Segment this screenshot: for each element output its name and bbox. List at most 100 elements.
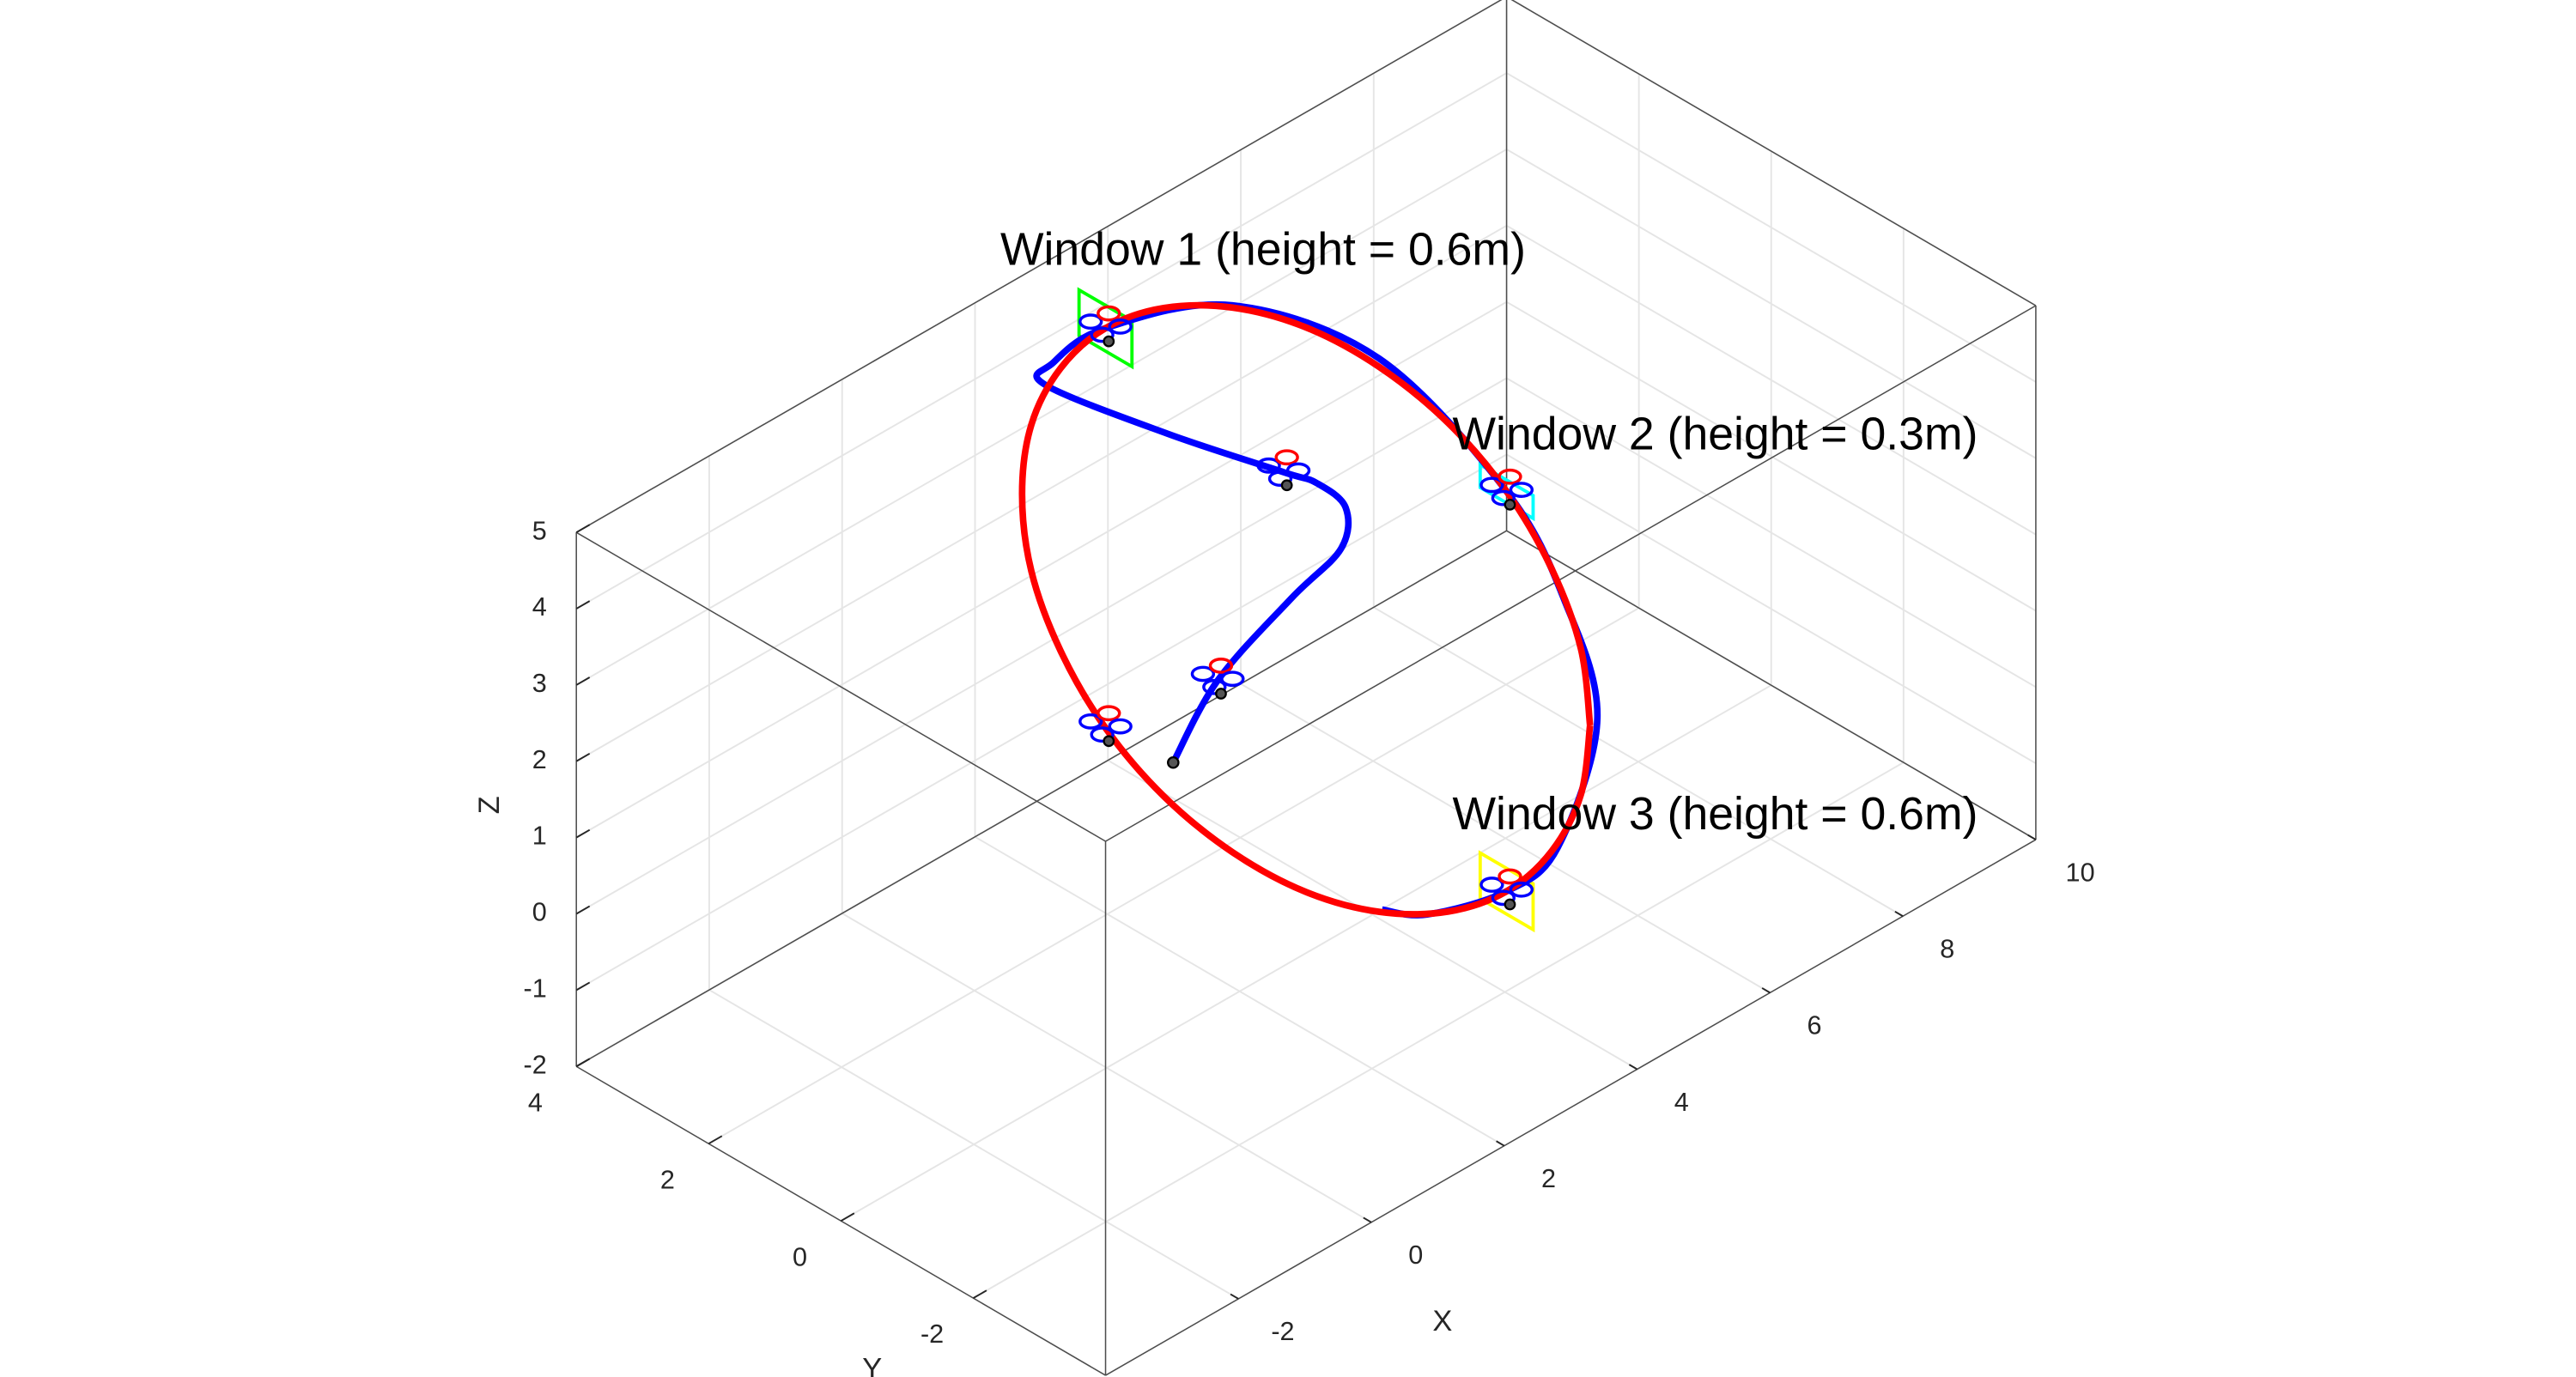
rotor xyxy=(1190,665,1216,682)
window xyxy=(1478,850,1535,933)
window xyxy=(1478,461,1535,522)
box-edge xyxy=(575,530,1507,1067)
z-tick xyxy=(575,524,591,533)
drone xyxy=(1190,658,1245,700)
grid-line xyxy=(1506,300,2037,612)
z-tick xyxy=(575,981,591,992)
z-tick xyxy=(575,676,591,686)
x-tick xyxy=(2027,834,2037,840)
window-label: Window 3 (height = 0.6m) xyxy=(1452,788,1978,840)
grid-line xyxy=(1506,224,2037,536)
grid-line xyxy=(575,453,1508,992)
box-edge xyxy=(1510,0,2037,306)
rotor xyxy=(1097,705,1121,722)
axes-box xyxy=(575,0,2037,1376)
grid xyxy=(575,0,2037,1300)
z-axis-label: Z xyxy=(473,796,506,814)
rotor xyxy=(1097,305,1121,322)
trajectory xyxy=(1018,301,1594,918)
z-tick-label: -1 xyxy=(524,974,547,1003)
drone xyxy=(1479,868,1534,911)
x-tick xyxy=(1894,911,1904,918)
rotor xyxy=(1285,462,1311,479)
rotor xyxy=(1220,670,1245,688)
grid-line xyxy=(1506,149,2037,459)
x-tick xyxy=(1496,1140,1505,1147)
grid-line xyxy=(1506,72,2037,383)
x-tick-label: 8 xyxy=(1940,935,1954,964)
z-tick-label: 4 xyxy=(532,592,547,622)
z-tick xyxy=(575,1058,591,1068)
grid-line xyxy=(575,300,1508,839)
rotor xyxy=(1479,877,1504,893)
rotor xyxy=(1108,318,1133,335)
grid-line xyxy=(575,72,1508,610)
x-tick-label: 6 xyxy=(1807,1011,1822,1040)
rotor xyxy=(1274,449,1299,466)
rotor xyxy=(1208,658,1234,674)
x-tick-label: 4 xyxy=(1674,1088,1689,1117)
start-marker xyxy=(1167,755,1180,769)
x-axis-label: X xyxy=(1432,1305,1452,1338)
box-edge xyxy=(1105,305,2037,842)
rotor xyxy=(1078,713,1103,730)
rotor xyxy=(1498,868,1522,885)
x-tick xyxy=(1230,1293,1239,1300)
x-tick-label: 10 xyxy=(2066,858,2095,887)
grid-line xyxy=(708,607,1640,1145)
y-tick-label: -2 xyxy=(920,1319,944,1349)
grid-line xyxy=(1506,377,2037,688)
grid-line xyxy=(575,377,1508,915)
window-label: Window 1 (height = 0.6m) xyxy=(1000,223,1526,275)
drone-marker xyxy=(1103,335,1115,348)
drone-marker xyxy=(1504,498,1516,511)
x-tick xyxy=(1761,987,1771,994)
drone xyxy=(1078,305,1133,348)
z-tick-label: 3 xyxy=(532,669,547,698)
rotor xyxy=(1498,468,1522,485)
z-tick-label: -2 xyxy=(524,1050,547,1079)
x-tick-label: 2 xyxy=(1541,1164,1556,1193)
drone-marker xyxy=(1215,688,1227,700)
grid-line xyxy=(575,224,1508,762)
rotor xyxy=(1202,678,1227,695)
y-tick xyxy=(708,1135,723,1145)
grid-line xyxy=(840,684,1772,1222)
box-edge xyxy=(575,1065,1106,1376)
z-tick xyxy=(575,905,591,915)
x-tick xyxy=(1363,1216,1372,1223)
grid-line xyxy=(575,149,1508,686)
y-tick xyxy=(972,1289,987,1299)
grid-line xyxy=(1506,453,2037,765)
z-tick xyxy=(575,753,591,762)
rotor xyxy=(1267,470,1293,488)
rotor xyxy=(1491,489,1516,507)
labels: X Y Z -2 0 2 4 6 8 10 -2 0 2 4 -2 -1 0 1 2 3 4 5 Window 1 (… xyxy=(473,223,2095,1377)
z-tick-label: 0 xyxy=(532,898,547,927)
drone xyxy=(1078,705,1133,748)
drone-marker xyxy=(1280,479,1293,492)
y-tick-label: 2 xyxy=(660,1165,675,1194)
z-tick-label: 2 xyxy=(532,745,547,774)
box-edge xyxy=(1506,530,2037,840)
drone-marker xyxy=(1504,898,1516,911)
box-edge xyxy=(575,531,1106,842)
drone-marker xyxy=(1103,735,1115,748)
window xyxy=(1077,287,1134,370)
window-label: Window 2 (height = 0.3m) xyxy=(1452,409,1978,460)
x-tick xyxy=(1628,1064,1638,1071)
box-edge xyxy=(1105,839,2037,1376)
rotor xyxy=(1509,881,1534,898)
drone xyxy=(1479,468,1534,511)
rotor xyxy=(1491,889,1516,907)
y-tick-label: 0 xyxy=(793,1242,807,1271)
rotor xyxy=(1108,718,1133,735)
z-tick-label: 1 xyxy=(532,822,547,851)
y-tick xyxy=(840,1212,855,1222)
y-tick-label: 4 xyxy=(528,1088,543,1117)
y-axis-label: Y xyxy=(862,1352,882,1377)
x-tick-label: 0 xyxy=(1408,1241,1423,1270)
box-edge xyxy=(575,0,1503,533)
